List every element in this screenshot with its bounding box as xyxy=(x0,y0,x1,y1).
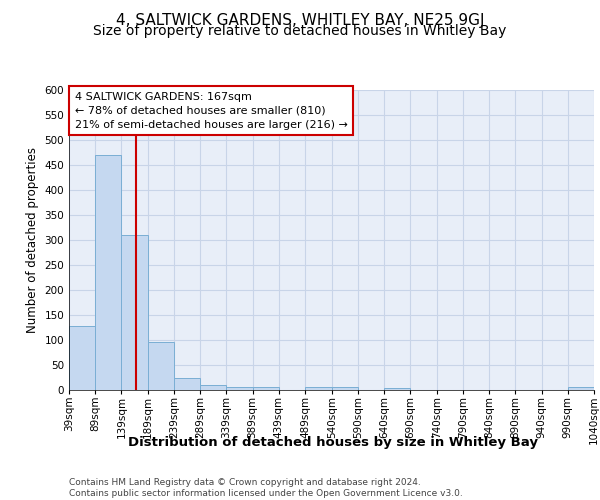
Bar xyxy=(568,387,594,390)
Y-axis label: Number of detached properties: Number of detached properties xyxy=(26,147,39,333)
Bar xyxy=(121,235,148,390)
Bar xyxy=(174,378,200,390)
Bar xyxy=(69,326,95,390)
Bar xyxy=(253,387,279,390)
Text: 4 SALTWICK GARDENS: 167sqm
← 78% of detached houses are smaller (810)
21% of sem: 4 SALTWICK GARDENS: 167sqm ← 78% of deta… xyxy=(75,92,347,130)
Bar xyxy=(95,155,121,390)
Bar xyxy=(332,387,358,390)
Bar xyxy=(305,387,332,390)
Bar xyxy=(226,387,253,390)
Text: Size of property relative to detached houses in Whitley Bay: Size of property relative to detached ho… xyxy=(94,24,506,38)
Text: Distribution of detached houses by size in Whitley Bay: Distribution of detached houses by size … xyxy=(128,436,538,449)
Bar xyxy=(148,342,174,390)
Bar xyxy=(384,388,410,390)
Bar xyxy=(200,384,226,390)
Text: 4, SALTWICK GARDENS, WHITLEY BAY, NE25 9GJ: 4, SALTWICK GARDENS, WHITLEY BAY, NE25 9… xyxy=(116,12,484,28)
Text: Contains HM Land Registry data © Crown copyright and database right 2024.
Contai: Contains HM Land Registry data © Crown c… xyxy=(69,478,463,498)
